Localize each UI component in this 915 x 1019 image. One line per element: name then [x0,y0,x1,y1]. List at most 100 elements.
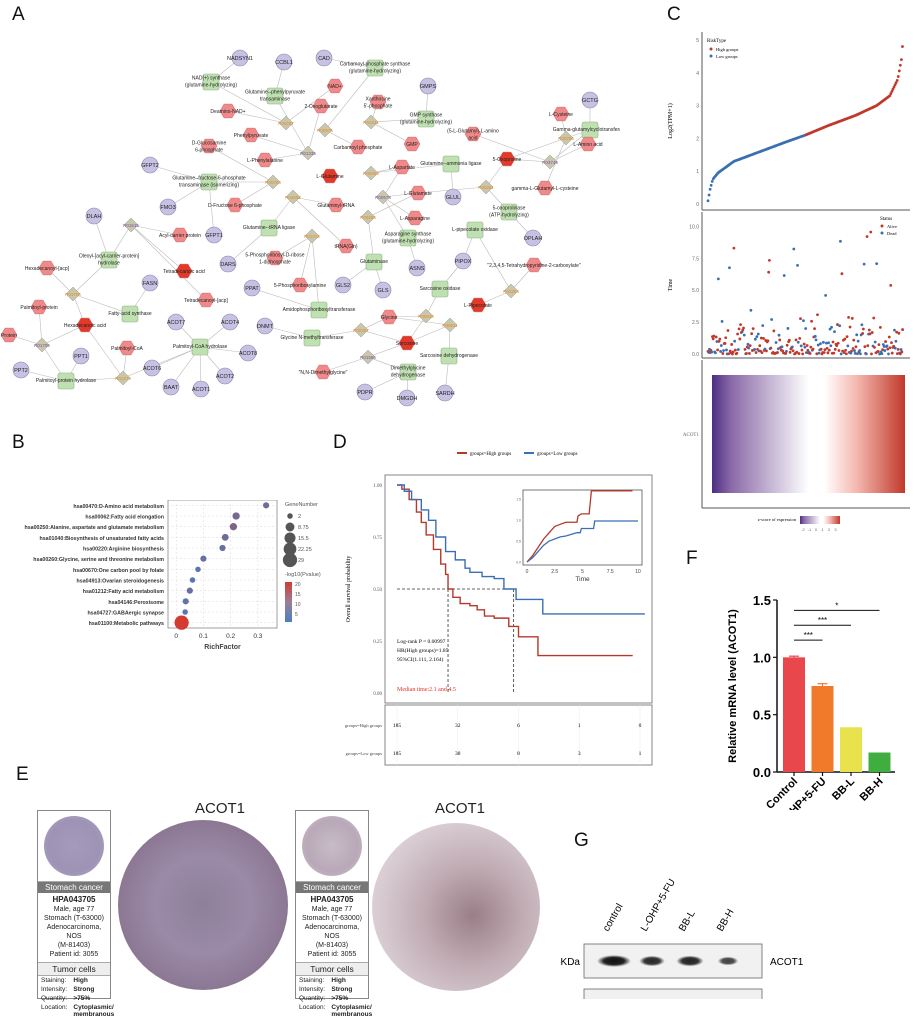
survival-point [792,247,796,251]
enzyme-node [310,301,328,319]
survival-point [714,335,718,339]
survival-point [870,331,874,334]
staining-key: Staining: [41,977,67,984]
colorbar-tick: 1 [821,527,824,532]
survival-point [770,318,774,321]
compound-label: GMP [406,142,418,148]
survival-point [809,345,813,349]
survival-point [854,345,858,349]
network-edge [474,229,512,292]
compound-label: L-Amino acid [573,142,602,148]
inset-x-tick: 10 [635,569,641,575]
ihc-tissue-core [372,823,540,991]
network-edge [322,356,369,373]
survival-point [759,336,763,340]
x-tick-label: BB-L [830,775,857,802]
y-tick-label: 4 [696,71,699,77]
reaction-label: R01705 [34,343,50,348]
survival-point [808,352,812,355]
info-line: Adenocarcinoma, NOS [304,924,360,940]
network-node-gene: DARS [219,255,237,273]
network-node-reaction: R01515 [123,217,139,233]
reaction-node [503,283,519,299]
enzyme-node [500,203,518,221]
survival-point [817,351,821,355]
compound-label: 5-Phosphoribosylamine [274,283,326,289]
enzyme-label: Glutamine--ammonia ligase [420,161,481,167]
survival-point [890,341,893,345]
survival-point [733,339,737,343]
enzyme-node [399,363,417,381]
size-legend-label: 15.5 [298,536,309,542]
enzyme-label: transaminase [260,97,290,103]
compound-label: L-Aspartate [389,165,415,171]
survival-point [880,352,884,356]
info-line: Stomach (T-63000) [302,915,362,922]
survival-point [761,324,765,328]
compound-node [76,317,94,333]
enzyme-node [100,251,118,269]
expression-point [888,94,892,98]
survival-point [899,348,903,351]
enzyme-label: L-pipecolate oxidase [452,227,498,233]
compound-label: Deamino-NAD+ [210,109,245,115]
survival-point [889,283,893,287]
compound-label: Protein [1,333,17,339]
enzyme-label: Sarcosine dehydrogenase [420,353,478,359]
survival-point [884,340,887,343]
compound-label: Tetradecanoic acid [163,269,205,275]
survival-point [749,308,753,312]
info-line: (M-81403) [57,942,91,949]
survival-point [878,325,882,329]
reaction-label: R00367 [353,328,369,333]
survival-point [747,346,751,350]
network-node-compound: Palmitoyl-CoA [111,340,143,356]
reaction-label: R01515 [123,223,139,228]
survival-point [803,345,807,349]
network-node-compound: "N,N-Dimethylglycine" [299,364,348,380]
colorbar-tick: 2 [828,527,831,532]
survival-point [721,352,725,355]
gene-node [221,313,239,331]
survival-point [751,327,755,331]
bar [868,752,891,772]
compound-label: L-Phenylalanine [247,158,283,164]
survival-point [843,337,847,341]
network-node-gene: ACOT8 [239,344,257,362]
network-node-gene: GLS2 [334,276,352,294]
colorbar-label: z-score of expression [758,517,797,522]
enzyme-label: GMP synthase [410,113,443,119]
inset-x-tick: 0 [526,569,529,575]
risk-count: 32 [455,723,461,729]
colorbar-tick: 15 [295,592,301,598]
network-edge [299,235,313,286]
compound-node [197,292,215,308]
pathway-label: hsa00260:Glycine, serine and threonine m… [33,557,164,563]
survival-point [853,349,856,352]
network-edge [234,181,274,206]
gene-node [408,259,426,277]
heatmap-row [712,375,905,493]
survival-point [830,325,833,329]
survival-point [853,351,857,355]
survival-point [719,344,723,347]
survival-point [797,352,801,355]
survival-point [796,340,800,344]
y-tick-label: 3 [696,104,699,110]
tissue-thumbnail [296,811,368,882]
network-node-compound: Tetradecanoyl-[acp] [184,292,228,308]
survival-point [780,345,784,349]
gene-label: PPAT [245,286,259,292]
survival-point [839,239,842,243]
survival-point [788,350,792,354]
network-node-enzyme: NAD(+) synthase(glutamine-hydrolyzing) [185,73,237,91]
network-node-enzyme: GMP synthase(glutamine-hydrolyzing) [400,110,452,128]
risk-count: 6 [517,723,520,729]
survival-point [810,319,813,323]
network-node-reaction: R00575 [317,122,333,138]
enzyme-node [260,219,278,237]
y-tick-label: 2.5 [692,320,699,326]
info-line: (M-81403) [315,942,349,949]
gene-node [141,156,159,174]
inset-y-tick: 1.5 [516,498,521,502]
